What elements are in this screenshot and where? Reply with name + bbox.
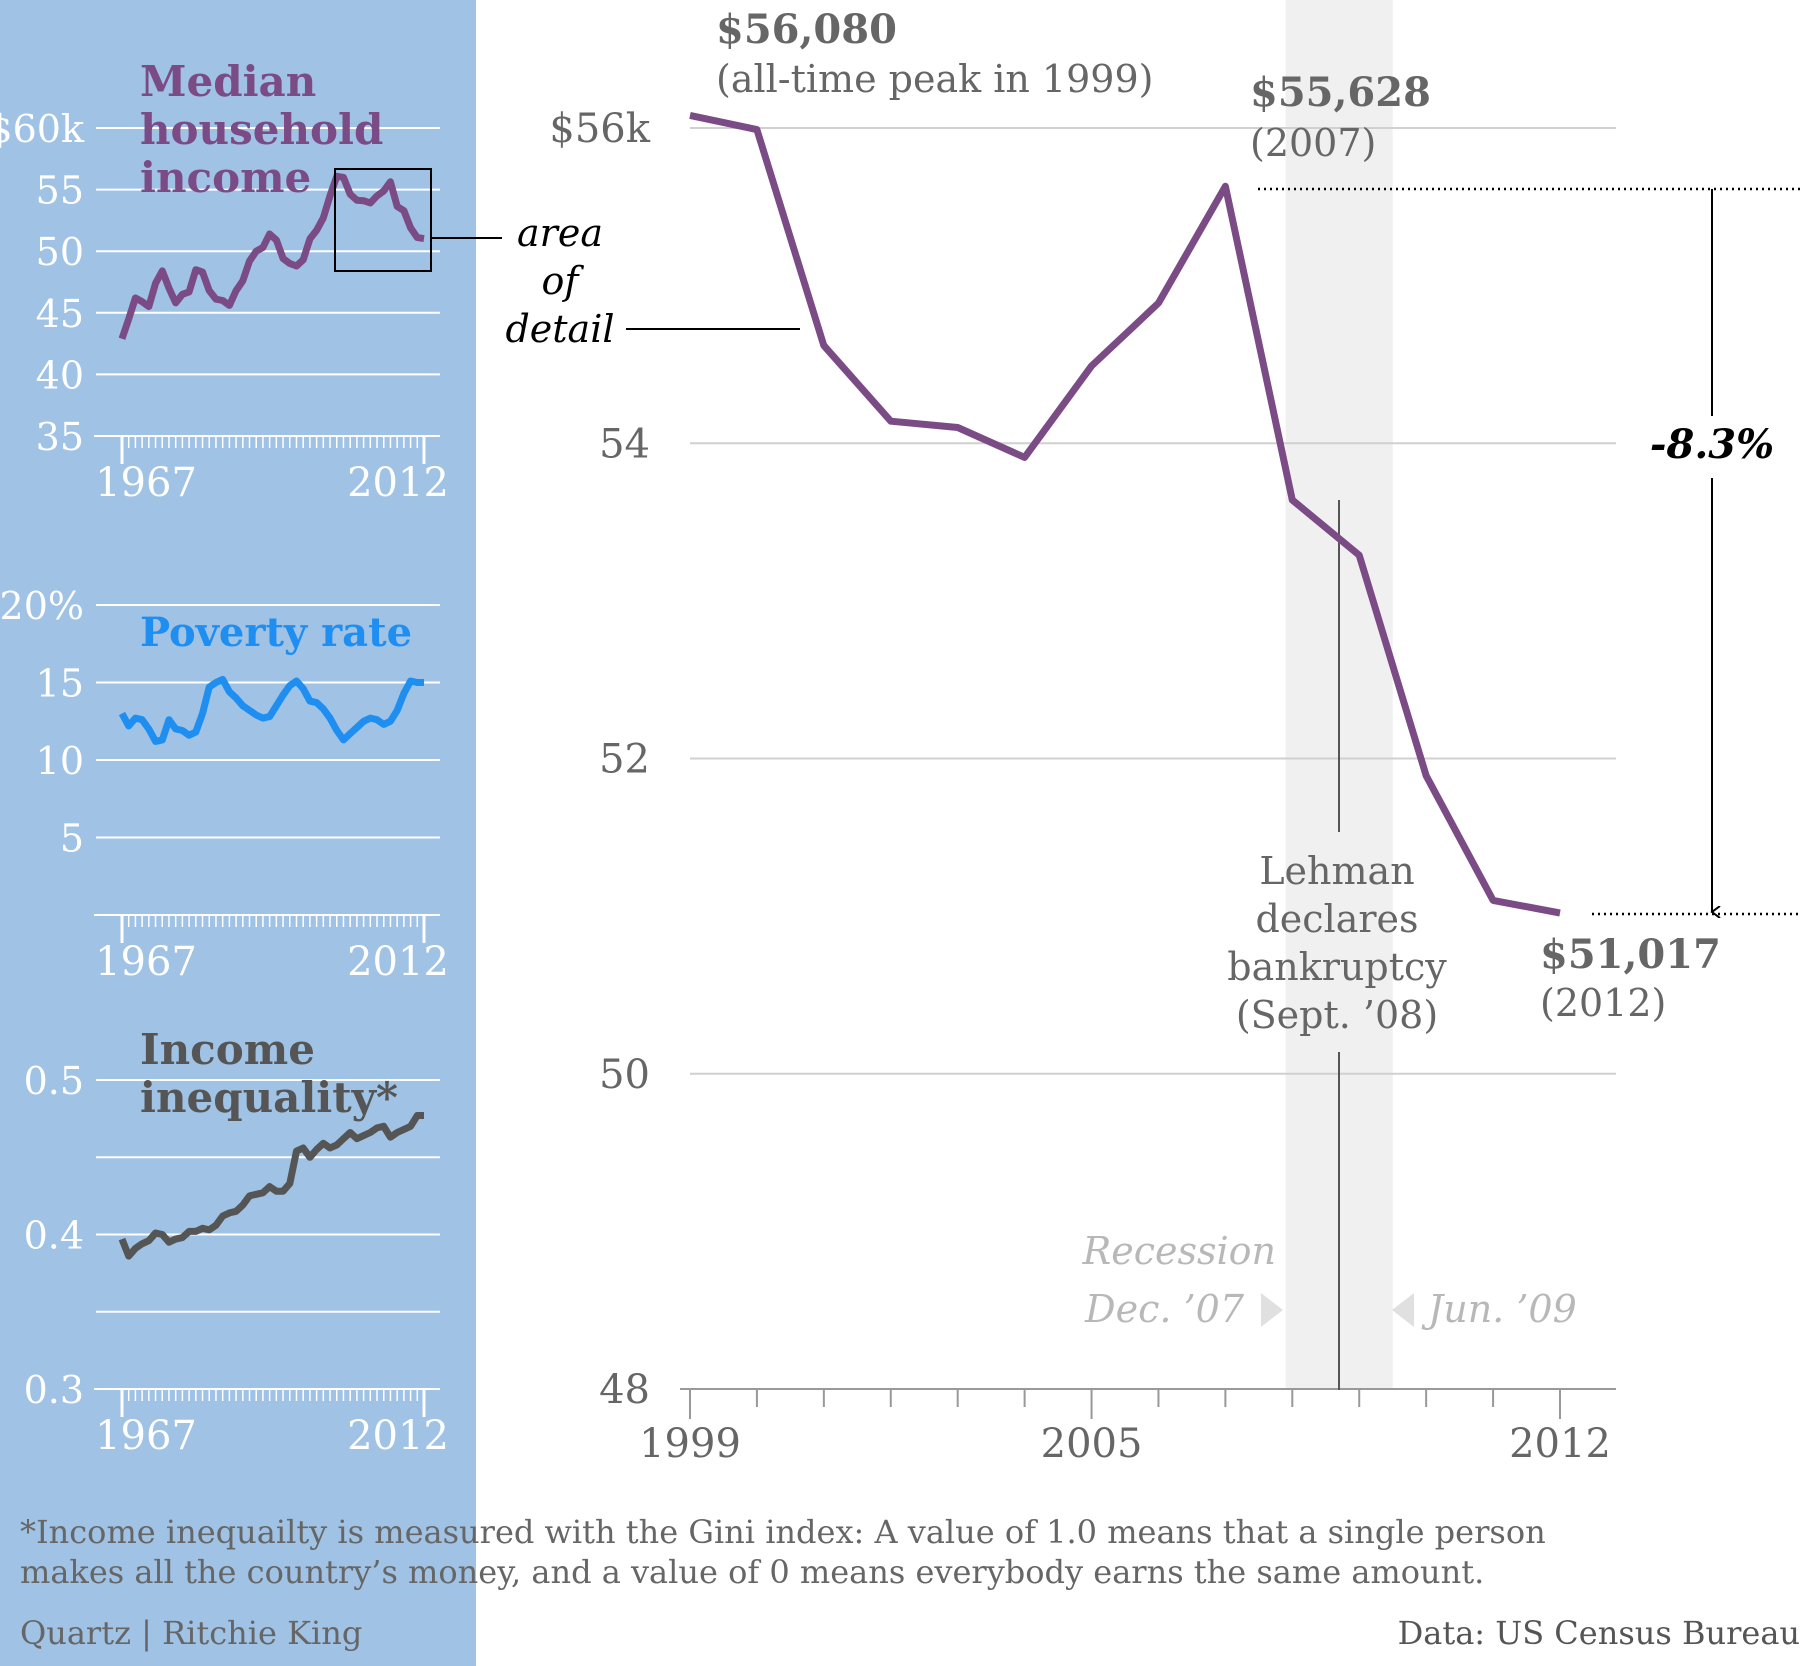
- main-income-line: [689, 111, 1561, 917]
- main-x-tick-label: 1999: [639, 1421, 741, 1467]
- pov-y-tick-label: 5: [60, 817, 84, 861]
- peak1999-value: $56,080: [716, 6, 897, 53]
- ineq-x-label-start: 1967: [95, 1413, 197, 1459]
- detail-box: [334, 168, 432, 272]
- income-series-line: [118, 172, 425, 340]
- recession-start-arrow-icon: [1261, 1293, 1283, 1327]
- inequality-title-line1: Income: [140, 1025, 315, 1074]
- pov-x-label-end: 2012: [347, 939, 449, 985]
- detail-label-of: of: [542, 259, 585, 303]
- peak2007-note: (2007): [1250, 121, 1376, 165]
- inc-y-tick-label: 40: [36, 353, 84, 397]
- recession-end: Jun. ’09: [1421, 1287, 1577, 1331]
- main-y-tick-label: 48: [599, 1367, 650, 1413]
- main-x-tick-label: 2012: [1509, 1421, 1611, 1467]
- inc-x-label-start: 1967: [95, 460, 197, 506]
- lehman-label-line2: declares: [1255, 897, 1418, 941]
- peak2007-value: $55,628: [1250, 69, 1431, 116]
- income-panel: $60k 55 50 45 40 35 1967 2012 Median household…: [0, 57, 800, 506]
- main-y-tick-label: 50: [599, 1052, 650, 1098]
- end2012-note: (2012): [1540, 981, 1666, 1025]
- inc-y-tick-label: $60k: [0, 107, 85, 151]
- pov-y-tick-label: 15: [36, 662, 84, 706]
- lehman-label-line1: Lehman: [1259, 849, 1414, 893]
- ineq-y-tick-label: 0.4: [24, 1214, 84, 1258]
- recession-start: Dec. ’07: [1084, 1287, 1245, 1331]
- ineq-y-tick-label: 0.5: [24, 1059, 84, 1103]
- pov-y-tick-label: 20%: [0, 584, 84, 628]
- main-x-tick-label: 2005: [1041, 1421, 1143, 1467]
- footnote: *Income inequailty is measured with the …: [20, 1513, 1546, 1591]
- lehman-label-line3: bankruptcy: [1227, 945, 1447, 989]
- inc-y-tick-label: 35: [36, 415, 84, 459]
- change-percent-label: -8.3%: [1650, 421, 1774, 468]
- detail-label-area: area: [517, 211, 603, 255]
- poverty-panel: 20% 15 10 5 1967 2012 Poverty rate: [0, 584, 449, 985]
- inc-y-tick-label: 45: [36, 292, 84, 336]
- pov-x-label-start: 1967: [95, 939, 197, 985]
- inequality-panel: 0.5 0.4 0.3 1967 2012 Income inequality*: [24, 1025, 449, 1459]
- main-y-tick-label: 52: [599, 737, 650, 783]
- detail-label-detail: detail: [505, 307, 614, 351]
- income-title-line1: Median: [140, 57, 316, 106]
- main-y-tick-label: $56k: [549, 106, 650, 152]
- end2012-value: $51,017: [1540, 931, 1721, 978]
- main-y-tick-label: 54: [599, 421, 650, 467]
- recession-title: Recession: [1082, 1229, 1276, 1273]
- inequality-title-line2: inequality*: [140, 1073, 398, 1122]
- inc-x-label-end: 2012: [347, 460, 449, 506]
- income-title-line2: household: [140, 105, 383, 154]
- income-title-line3: income: [140, 153, 311, 202]
- inc-y-tick-label: 50: [36, 230, 84, 274]
- inc-y-tick-label: 55: [36, 169, 84, 213]
- ineq-x-label-end: 2012: [347, 1413, 449, 1459]
- poverty-series-line: [118, 675, 424, 745]
- data-source: Data: US Census Bureau: [1397, 1614, 1800, 1652]
- lehman-label-line4: (Sept. ’08): [1236, 993, 1438, 1037]
- credit-line: Quartz | Ritchie King: [20, 1614, 363, 1652]
- peak1999-note: (all-time peak in 1999): [716, 57, 1153, 101]
- inequality-series-line: [118, 1112, 424, 1260]
- recession-end-arrow-icon: [1392, 1293, 1414, 1327]
- ineq-y-tick-label: 0.3: [24, 1368, 84, 1412]
- pov-y-tick-label: 10: [36, 739, 84, 783]
- poverty-title: Poverty rate: [140, 609, 412, 656]
